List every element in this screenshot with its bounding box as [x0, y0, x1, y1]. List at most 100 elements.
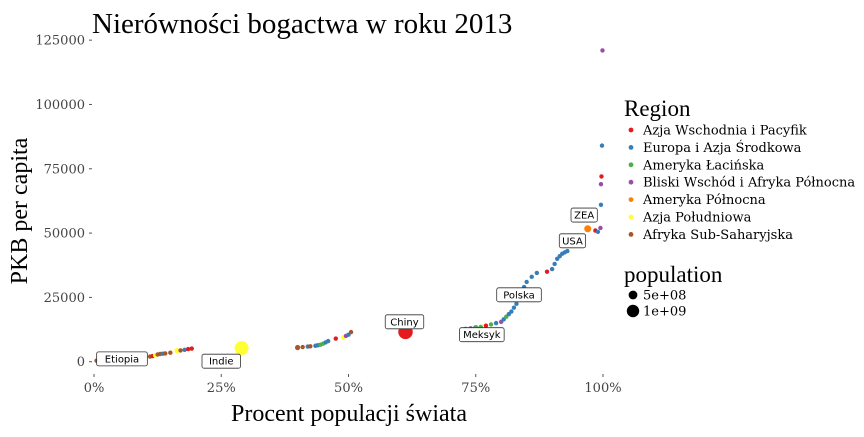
- size-legend-title: population: [624, 262, 723, 287]
- data-point: [549, 266, 555, 272]
- data-point: [598, 225, 603, 231]
- data-point: [595, 229, 601, 234]
- legend-key: [628, 214, 634, 220]
- legend-title: Region: [624, 96, 691, 121]
- x-axis: 0% 25% 50% 75% 100%: [84, 374, 622, 396]
- callout-box: [201, 353, 241, 369]
- data-point: [174, 348, 180, 354]
- size-legend-key: [626, 304, 640, 318]
- legend-key: [628, 232, 634, 237]
- y-tick-label: 100000: [35, 98, 85, 113]
- data-point: [488, 322, 494, 327]
- data-point: [182, 347, 187, 353]
- legend-label: Azja Południowa: [642, 211, 752, 226]
- legend-label: Bliski Wschód i Afryka Północna: [643, 176, 855, 191]
- legend-label: Afryka Sub-Saharyjska: [642, 228, 793, 243]
- callout-chiny: Chiny: [384, 314, 425, 330]
- legend-key: [628, 197, 634, 203]
- callout-box: [96, 351, 148, 367]
- y-tick-label: 0: [77, 355, 85, 370]
- data-point: [185, 346, 191, 352]
- legend-label: Europa i Azja Środkowa: [643, 139, 802, 156]
- x-tick-label: 0%: [84, 381, 105, 396]
- data-point: [325, 338, 331, 344]
- data-point: [189, 346, 194, 351]
- data-point: [599, 143, 605, 148]
- callout-usa: USA: [558, 233, 587, 249]
- data-point: [234, 341, 249, 356]
- data-point: [599, 174, 604, 179]
- size-legend-key: [628, 290, 638, 300]
- callout-text: USA: [562, 236, 583, 247]
- callout-text: Chiny: [390, 317, 418, 328]
- data-point: [163, 351, 168, 356]
- callout-text: Etiopia: [105, 354, 139, 365]
- data-points: [94, 48, 605, 363]
- data-point: [514, 301, 519, 307]
- x-tick-label: 50%: [334, 381, 363, 396]
- data-point: [333, 336, 338, 341]
- y-tick-label: 50000: [44, 227, 85, 242]
- data-point: [544, 269, 550, 274]
- data-point: [584, 225, 592, 233]
- y-tick-label: 125000: [35, 34, 85, 49]
- y-tick-label: 75000: [44, 162, 85, 177]
- x-tick-label: 25%: [207, 381, 236, 396]
- y-axis-label: PKB per capita: [7, 137, 33, 284]
- callout-box: [459, 327, 505, 343]
- callout-text: Meksyk: [463, 330, 501, 341]
- size-legend-label: 1e+09: [643, 305, 686, 320]
- data-point: [552, 261, 557, 267]
- x-tick-label: 100%: [584, 381, 621, 396]
- legend-key: [628, 162, 634, 168]
- data-point: [598, 182, 604, 187]
- data-point: [511, 305, 517, 310]
- callout-text: Polska: [503, 290, 535, 301]
- data-point: [348, 329, 354, 335]
- x-axis-label: Procent populacji świata: [231, 401, 467, 427]
- callout-box: [496, 287, 542, 303]
- data-point: [178, 348, 183, 353]
- data-point: [524, 279, 529, 285]
- data-point: [600, 48, 605, 53]
- data-point: [509, 309, 514, 314]
- data-point: [493, 320, 499, 326]
- callout-zea: ZEA: [570, 207, 598, 223]
- legend-label: Ameryka Łacińska: [642, 158, 765, 173]
- chart-title: Nierówności bogactwa w roku 2013: [92, 8, 512, 40]
- size-legend-label: 5e+08: [643, 289, 686, 304]
- callout-indie: Indie: [201, 353, 241, 369]
- callout-polska: Polska: [496, 287, 542, 303]
- data-point: [529, 274, 534, 280]
- y-axis: 0 25000 50000 75000 100000 125000: [35, 34, 92, 370]
- callout-text: Indie: [209, 357, 234, 368]
- data-point: [598, 202, 604, 207]
- callout-meksyk: Meksyk: [459, 327, 505, 343]
- data-point: [534, 270, 540, 276]
- data-point: [300, 344, 305, 350]
- x-tick-label: 75%: [461, 381, 490, 396]
- data-point: [168, 350, 173, 355]
- legend-label: Ameryka Północna: [642, 193, 766, 208]
- legend-key: [628, 145, 634, 150]
- callout-text: ZEA: [574, 211, 594, 222]
- callout-labels: Etiopia Indie Chiny Meksyk Polska USA ZEA: [96, 207, 598, 369]
- callout-etiopia: Etiopia: [96, 351, 148, 367]
- callout-box: [570, 207, 598, 223]
- legend-key: [628, 179, 634, 185]
- data-point: [565, 248, 570, 254]
- callout-box: [384, 314, 425, 330]
- data-point: [308, 344, 313, 349]
- y-tick-label: 25000: [44, 291, 85, 306]
- data-point: [483, 323, 489, 328]
- legend-key: [628, 127, 634, 133]
- legend-label: Azja Wschodnia i Pacyfik: [642, 124, 807, 139]
- data-point: [294, 344, 301, 351]
- callout-box: [558, 233, 587, 249]
